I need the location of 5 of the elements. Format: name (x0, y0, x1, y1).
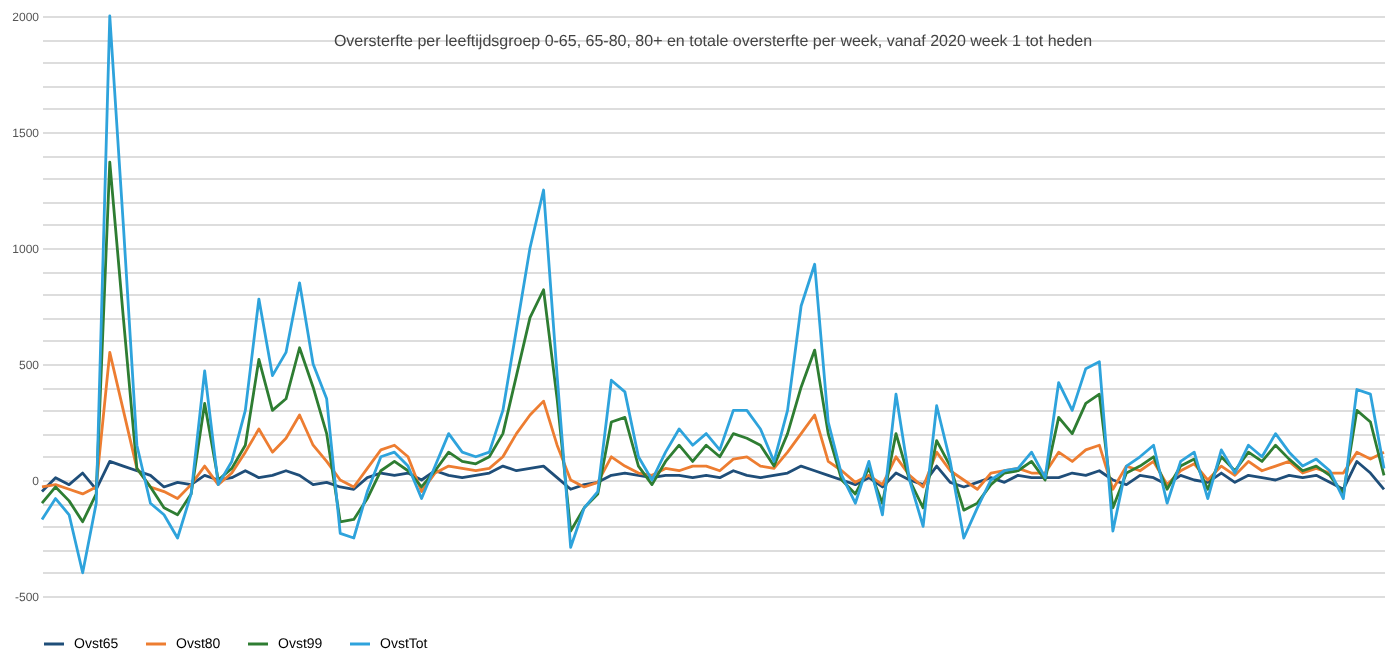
line-series (40, 460, 1386, 493)
text: Oversterfte per leeftijdsgroep 0-65, 65-80, 80+ en totale oversterfte per week, vanaf 2020 week 1 tot heden (333, 32, 1093, 50)
line-series (40, 14, 1386, 575)
line-series (40, 351, 1386, 500)
line-series (40, 160, 1386, 533)
